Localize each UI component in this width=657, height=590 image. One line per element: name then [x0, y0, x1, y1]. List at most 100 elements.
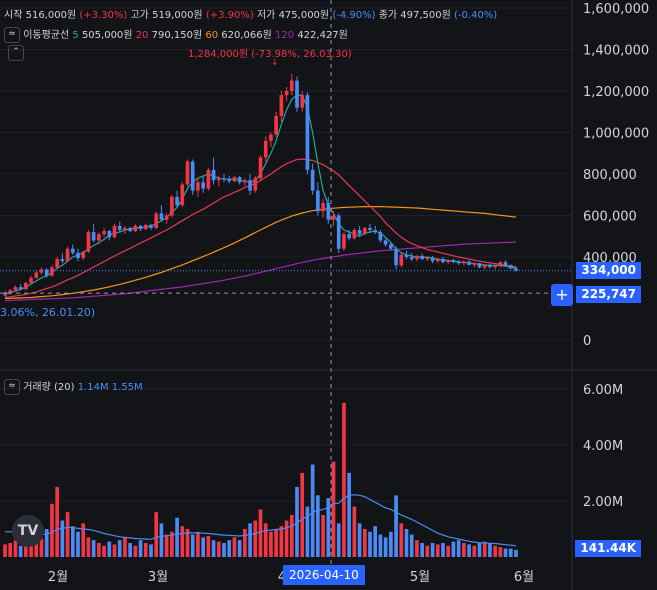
candle-body [211, 169, 216, 181]
ma60-value: 620,066원 [221, 30, 272, 41]
volume-bar [107, 541, 112, 557]
candle-body [44, 269, 49, 276]
volume-bar [123, 537, 127, 557]
candle-body [274, 115, 278, 135]
candle-body [13, 287, 18, 291]
candle-body [362, 227, 367, 235]
volume-bar [373, 526, 378, 557]
eye-icon[interactable]: ≈ [4, 27, 20, 43]
volume-bar [34, 534, 39, 557]
candle-body [154, 213, 159, 228]
candle-body [430, 258, 435, 262]
candle-body [336, 215, 341, 249]
candle-body [409, 257, 414, 260]
candle-body [467, 261, 471, 265]
volume-bar [222, 542, 226, 557]
candle-body [91, 232, 96, 241]
candle-body [196, 182, 200, 191]
candle-body [102, 231, 106, 235]
candle-body [342, 234, 346, 249]
volume-bar [467, 544, 471, 557]
volume-bar [389, 531, 393, 557]
candle-body [222, 178, 226, 180]
ma-legend-label: 이동평균선 [23, 30, 70, 41]
candle-body [159, 213, 164, 220]
volume-bar [441, 542, 445, 557]
volume-bar [263, 523, 268, 557]
legend-collapse[interactable]: ⌃ [8, 45, 24, 61]
volume-bar [409, 534, 414, 557]
crosshair [0, 0, 572, 565]
candle-body [60, 259, 65, 262]
volume-bar [243, 528, 247, 557]
chevron-up-icon[interactable]: ⌃ [8, 45, 24, 61]
ma20-period: 20 [135, 30, 149, 41]
volume-bar [446, 545, 451, 557]
candle-body [514, 268, 518, 271]
volume-legend-v1: 1.14M [77, 382, 109, 393]
volume-bar [55, 486, 59, 557]
volume-bar [394, 495, 398, 557]
volume-bar [514, 549, 518, 557]
candle-body [170, 196, 174, 216]
candle-body [383, 240, 388, 245]
volume-bar [112, 544, 117, 557]
volume-bar [50, 503, 54, 557]
volume-bar [13, 540, 18, 557]
volume-bar [185, 528, 190, 557]
close-label: 종가 [378, 10, 398, 21]
candle-body [415, 255, 419, 260]
volume-bar [227, 540, 232, 557]
candle-body [503, 262, 508, 266]
candle-body [253, 178, 258, 191]
eye-icon[interactable]: ≈ [4, 379, 20, 395]
candle-body [357, 230, 362, 235]
candle-body [331, 215, 336, 220]
volume-bar [435, 544, 440, 557]
candle-body [70, 248, 75, 253]
volume-bar [211, 540, 216, 557]
add-alert-button[interactable]: + [551, 284, 573, 306]
tradingview-logo[interactable]: TV [12, 515, 44, 547]
ma5-value: 505,000원 [81, 30, 133, 41]
volume-bar [65, 512, 70, 557]
ma5-period: 5 [72, 30, 79, 41]
candle-body [149, 224, 153, 228]
volume-bar [300, 472, 305, 557]
ma120-value: 422,427원 [297, 30, 348, 41]
candle-body [76, 252, 80, 259]
candle-body [326, 203, 331, 220]
volume-tick-label: 4.00M [583, 439, 623, 454]
candle-body [269, 134, 273, 141]
high-arrow-icon: ↓ [271, 58, 279, 68]
volume-bar [305, 506, 310, 557]
volume-bar [248, 523, 252, 557]
volume-bar [331, 461, 336, 557]
candle-body [373, 230, 378, 233]
ma20-line [4, 158, 517, 299]
candle-body [65, 248, 70, 262]
candle-body [482, 265, 487, 268]
candle-body [472, 263, 477, 265]
candle-body [305, 95, 310, 170]
volume-bar [206, 535, 211, 557]
low-label: 저가 [256, 10, 276, 21]
candle-body [248, 180, 252, 191]
volume-bar [316, 495, 320, 557]
candle-body [112, 225, 117, 238]
candle-body [216, 178, 221, 181]
high-annotation: 1,284,000원 (-73.98%, 26.03.30) [188, 49, 352, 60]
volume-bar [60, 520, 65, 557]
volume-bar [39, 538, 44, 557]
volume-bar [415, 540, 419, 557]
ma120-line [4, 241, 517, 302]
candle-body [190, 161, 195, 191]
candle-body [185, 161, 190, 185]
x-tick-label: 4 [278, 570, 286, 585]
open-label: 시작 [4, 10, 23, 21]
candle-body [368, 227, 372, 231]
volume-bar [253, 520, 258, 557]
volume-bar [420, 542, 424, 557]
volume-bar [102, 545, 106, 557]
